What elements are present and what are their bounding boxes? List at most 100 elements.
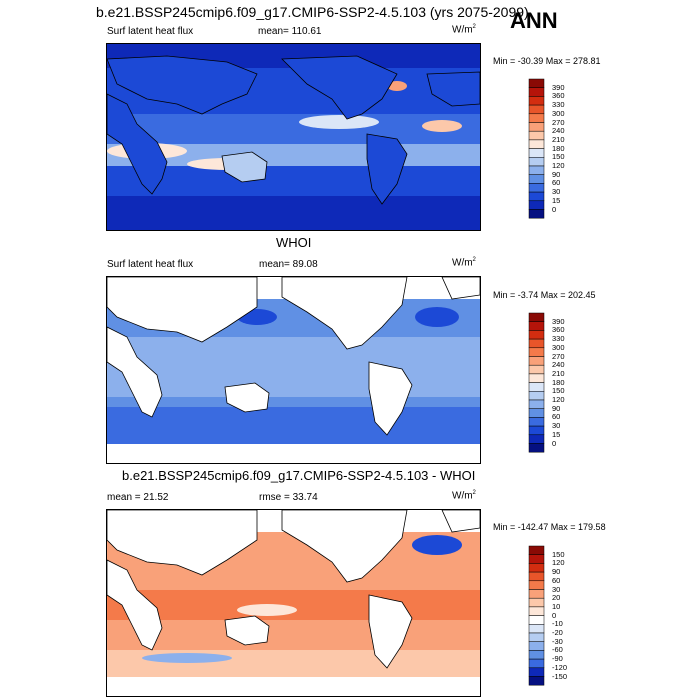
panel1-units-sup: 2 [472, 24, 476, 30]
colorbar-swatch [528, 606, 545, 616]
colorbar-tick-label: 330 [552, 100, 565, 110]
colorbar-tick-label: 10 [552, 601, 561, 611]
colorbar-swatch [528, 312, 545, 322]
colorbar-swatch [528, 676, 545, 686]
panel3-rmse-value: 33.74 [292, 492, 318, 503]
colorbar-tick-label: 240 [552, 360, 565, 370]
colorbar-swatch [528, 580, 545, 590]
colorbar-tick-label: 60 [552, 178, 561, 188]
colorbar-swatch [528, 321, 545, 331]
panel2-greenland [441, 277, 480, 300]
panel1-eurasia [107, 55, 258, 115]
colorbar-tick-label: 60 [552, 412, 561, 422]
colorbar-swatch [528, 632, 545, 642]
colorbar-tick-label: 150 [552, 386, 565, 396]
colorbar-swatch [528, 554, 545, 564]
colorbar-tick-label: -120 [552, 662, 568, 672]
panel3-minmax: Min = -142.47 Max = 179.58 [493, 522, 606, 532]
panel2-map-svg [107, 277, 480, 463]
panel3-negative-natl [412, 535, 462, 555]
colorbar-tick-label: 15 [552, 429, 561, 439]
colorbar-swatch [528, 545, 545, 555]
panel3-tropical-band [107, 590, 480, 620]
colorbar-swatch [528, 96, 545, 106]
colorbar-tick-label: 300 [552, 342, 565, 352]
panel3-rmse: rmse = 33.74 [259, 492, 318, 503]
panel2-minmax: Min = -3.74 Max = 202.45 [493, 290, 596, 300]
colorbar-tick-label: -20 [552, 628, 563, 637]
panel1-hotspot-pacific-n [299, 115, 379, 129]
panel2-south-america [368, 361, 413, 436]
colorbar-tick-label: 360 [552, 325, 565, 335]
panel1-mean: mean= 110.61 [258, 26, 321, 37]
panel3-units-text: W/m [452, 490, 473, 502]
colorbar-swatch [528, 615, 545, 625]
colorbar-tick-label: 210 [552, 134, 565, 144]
panel1-continents [107, 55, 480, 205]
colorbar-swatch [528, 347, 545, 357]
panel3-rmse-label: rmse = [259, 492, 290, 503]
colorbar-tick-label: 90 [552, 403, 561, 413]
colorbar-swatch [528, 130, 545, 141]
colorbar-tick-label: -90 [552, 654, 563, 664]
colorbar-swatch [528, 330, 545, 340]
panel1-hotspot-atlantic [422, 120, 462, 132]
colorbar-swatch [528, 624, 545, 634]
colorbar-swatch [528, 191, 545, 202]
panel2-title: WHOI [276, 235, 312, 250]
panel3-north-america [281, 510, 408, 583]
panel2-mean-value: 89.08 [292, 259, 318, 270]
colorbar-tick-label: -60 [552, 645, 563, 655]
colorbar-swatch [528, 563, 545, 573]
colorbar-tick-label: 210 [552, 368, 565, 378]
colorbar-swatch [528, 183, 545, 193]
colorbar-swatch [528, 364, 545, 375]
colorbar-tick-label: 330 [552, 334, 565, 344]
colorbar-tick-label: 390 [552, 82, 565, 92]
panel2-gulfstream [415, 307, 459, 327]
panel3-colorbar: 150 120 90 60 30 20 10 0 -10 -20 -30 -60 -90 -120 -150 [528, 545, 598, 690]
colorbar-swatch [528, 209, 545, 219]
colorbar-swatch [528, 399, 545, 409]
panel1-europe-east [426, 71, 480, 107]
colorbar-tick-label: 150 [552, 549, 565, 559]
colorbar-tick-label: 90 [552, 567, 561, 577]
colorbar-swatch [528, 200, 545, 210]
colorbar-tick-label: 30 [552, 421, 561, 431]
colorbar-svg [528, 312, 545, 453]
panel3-mean: mean = 21.52 [107, 492, 168, 503]
colorbar-tick-label: 120 [552, 558, 565, 568]
colorbar-tick-label: 120 [552, 161, 565, 170]
panel3-continents [107, 510, 480, 669]
colorbar-swatch [528, 122, 545, 132]
colorbar-tick-label: 390 [552, 316, 565, 326]
panel2-variable: Surf latent heat flux [107, 259, 194, 270]
colorbar-tick-label: 120 [552, 395, 565, 404]
colorbar-tick-label: 30 [552, 584, 561, 594]
panel3-australia [224, 615, 270, 646]
colorbar-swatch [528, 443, 545, 453]
colorbar-tick-label: 20 [552, 593, 561, 603]
panel2-map [106, 276, 481, 464]
panel1-australia [221, 151, 268, 183]
colorbar-swatch [528, 87, 545, 97]
panel3-eurasia [107, 510, 258, 576]
panel2-colorbar: 390 360 330 300 270 240 210 180 150 120 90 60 30 15 0 [528, 312, 598, 457]
panel1-variable: Surf latent heat flux [107, 26, 194, 37]
panel3-title: b.e21.BSSP245cmip6.f09_g17.CMIP6-SSP2-4.… [122, 468, 476, 483]
panel3-mean-label: mean = [107, 492, 141, 503]
panel3-neutral-pacific [237, 604, 297, 616]
colorbar-swatch [528, 157, 545, 167]
colorbar-swatch [528, 338, 545, 349]
colorbar-tick-label: -30 [552, 636, 563, 646]
panel2-africa [107, 326, 163, 418]
panel3-mean-value: 21.52 [143, 492, 169, 503]
panel2-southern-ocean [107, 407, 480, 444]
panel2-units-sup: 2 [472, 257, 476, 263]
colorbar-swatch [528, 658, 545, 669]
panel1-gulfstream [387, 81, 407, 91]
panel2-australia [224, 382, 270, 413]
panel3-units-sup: 2 [472, 490, 476, 496]
colorbar-svg [528, 545, 545, 686]
colorbar-swatch [528, 139, 545, 149]
